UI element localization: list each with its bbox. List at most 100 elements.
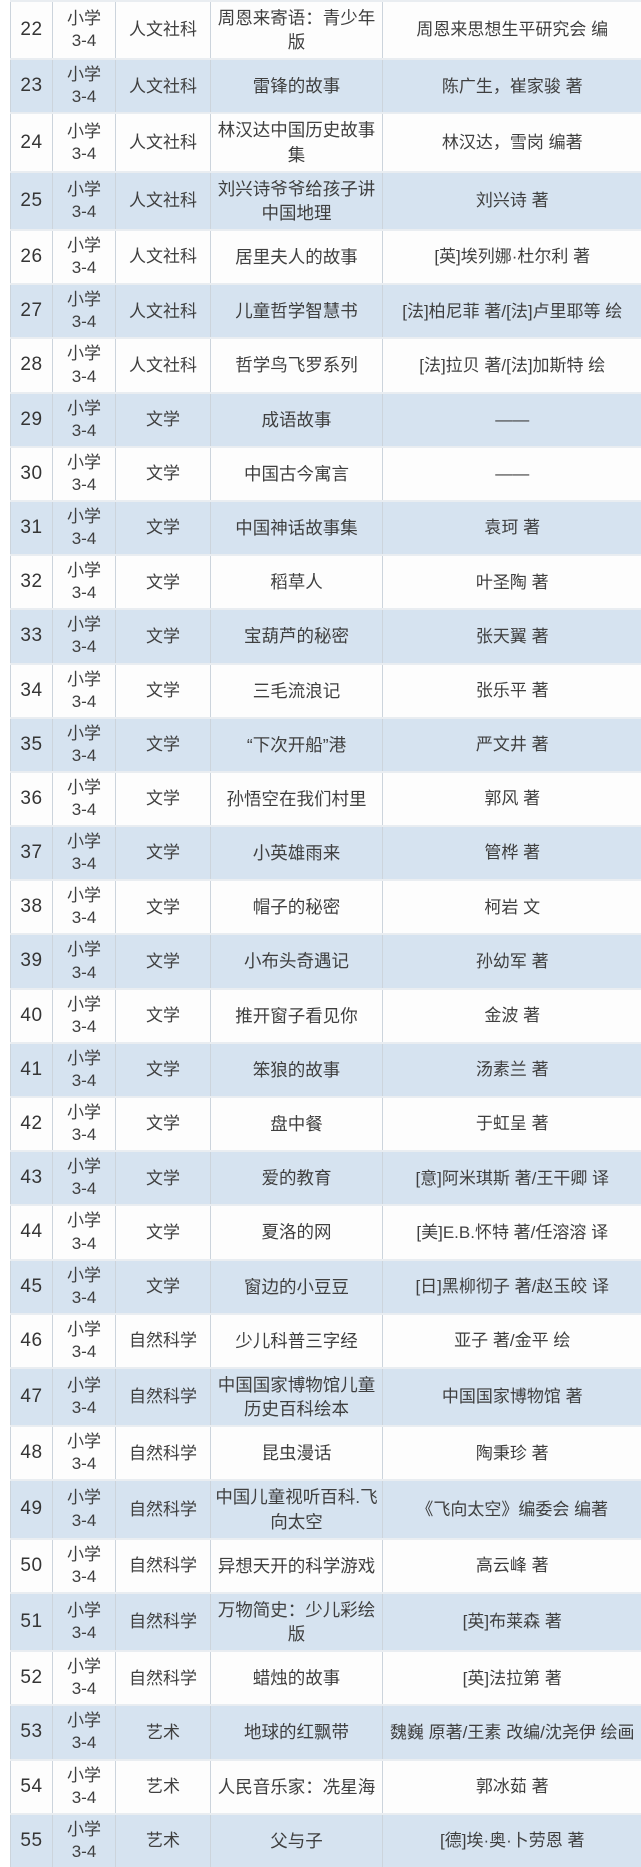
book-title-cell: 地球的红飘带 — [211, 1705, 383, 1759]
book-author-cell: [德]埃·奥·卜劳恩 著 — [383, 1814, 641, 1867]
book-author-cell: —— — [383, 393, 641, 447]
row-number-cell: 38 — [11, 880, 53, 934]
row-number-cell: 27 — [11, 284, 53, 338]
category-cell: 文学 — [116, 393, 211, 447]
book-title-cell: 帽子的秘密 — [211, 880, 383, 934]
row-number-cell: 39 — [11, 934, 53, 988]
grade-cell: 小学 3-4 — [53, 555, 116, 609]
category-cell: 人文社科 — [116, 284, 211, 338]
book-title-cell: 居里夫人的故事 — [211, 230, 383, 284]
table-row: 36 小学 3-4 文学 孙悟空在我们村里 郭风 著 — [11, 772, 641, 826]
book-author-cell: 周恩来思想生平研究会 编 — [383, 1, 641, 59]
book-author-cell: 《飞向太空》编委会 编著 — [383, 1480, 641, 1538]
book-author-cell: 陈广生，崔家骏 著 — [383, 59, 641, 113]
row-number-cell: 46 — [11, 1314, 53, 1368]
category-cell: 文学 — [116, 1260, 211, 1314]
book-author-cell: [日]黑柳彻子 著/赵玉皎 译 — [383, 1260, 641, 1314]
row-number-cell: 53 — [11, 1705, 53, 1759]
grade-cell: 小学 3-4 — [53, 447, 116, 501]
category-cell: 文学 — [116, 772, 211, 826]
book-title-cell: 昆虫漫话 — [211, 1426, 383, 1480]
category-cell: 自然科学 — [116, 1651, 211, 1705]
grade-cell: 小学 3-4 — [53, 1205, 116, 1259]
category-cell: 文学 — [116, 934, 211, 988]
book-author-cell: 严文井 著 — [383, 718, 641, 772]
row-number-cell: 37 — [11, 826, 53, 880]
book-author-cell: 叶圣陶 著 — [383, 555, 641, 609]
table-row: 25 小学 3-4 人文社科 刘兴诗爷爷给孩子讲中国地理 刘兴诗 著 — [11, 172, 641, 230]
grade-cell: 小学 3-4 — [53, 1151, 116, 1205]
table-row: 40 小学 3-4 文学 推开窗子看见你 金波 著 — [11, 989, 641, 1043]
category-cell: 文学 — [116, 609, 211, 663]
book-title-cell: 中国儿童视听百科.飞向太空 — [211, 1480, 383, 1538]
grade-cell: 小学 3-4 — [53, 934, 116, 988]
table-row: 24 小学 3-4 人文社科 林汉达中国历史故事集 林汉达，雪岗 编著 — [11, 113, 641, 171]
table-row: 54 小学 3-4 艺术 人民音乐家：冼星海 郭冰茹 著 — [11, 1760, 641, 1814]
grade-cell: 小学 3-4 — [53, 284, 116, 338]
book-title-cell: 爱的教育 — [211, 1151, 383, 1205]
row-number-cell: 44 — [11, 1205, 53, 1259]
grade-cell: 小学 3-4 — [53, 718, 116, 772]
category-cell: 文学 — [116, 1097, 211, 1151]
grade-cell: 小学 3-4 — [53, 113, 116, 171]
table-row: 43 小学 3-4 文学 爱的教育 [意]阿米琪斯 著/王干卿 译 — [11, 1151, 641, 1205]
row-number-cell: 51 — [11, 1593, 53, 1651]
row-number-cell: 28 — [11, 338, 53, 392]
category-cell: 自然科学 — [116, 1539, 211, 1593]
grade-cell: 小学 3-4 — [53, 1314, 116, 1368]
table-row: 45 小学 3-4 文学 窗边的小豆豆 [日]黑柳彻子 著/赵玉皎 译 — [11, 1260, 641, 1314]
book-author-cell: [法]拉贝 著/[法]加斯特 绘 — [383, 338, 641, 392]
row-number-cell: 52 — [11, 1651, 53, 1705]
book-author-cell: 魏巍 原著/王素 改编/沈尧伊 绘画 — [383, 1705, 641, 1759]
grade-cell: 小学 3-4 — [53, 1368, 116, 1426]
grade-cell: 小学 3-4 — [53, 338, 116, 392]
row-number-cell: 48 — [11, 1426, 53, 1480]
grade-cell: 小学 3-4 — [53, 1705, 116, 1759]
grade-cell: 小学 3-4 — [53, 1480, 116, 1538]
grade-cell: 小学 3-4 — [53, 230, 116, 284]
book-title-cell: 刘兴诗爷爷给孩子讲中国地理 — [211, 172, 383, 230]
row-number-cell: 36 — [11, 772, 53, 826]
book-title-cell: 推开窗子看见你 — [211, 989, 383, 1043]
book-author-cell: [英]布莱森 著 — [383, 1593, 641, 1651]
category-cell: 文学 — [116, 880, 211, 934]
book-title-cell: “下次开船”港 — [211, 718, 383, 772]
book-title-cell: 哲学鸟飞罗系列 — [211, 338, 383, 392]
row-number-cell: 30 — [11, 447, 53, 501]
grade-cell: 小学 3-4 — [53, 1651, 116, 1705]
row-number-cell: 45 — [11, 1260, 53, 1314]
category-cell: 文学 — [116, 501, 211, 555]
book-author-cell: 孙幼军 著 — [383, 934, 641, 988]
category-cell: 人文社科 — [116, 172, 211, 230]
category-cell: 文学 — [116, 1043, 211, 1097]
row-number-cell: 41 — [11, 1043, 53, 1097]
table-row: 42 小学 3-4 文学 盘中餐 于虹呈 著 — [11, 1097, 641, 1151]
table-row: 53 小学 3-4 艺术 地球的红飘带 魏巍 原著/王素 改编/沈尧伊 绘画 — [11, 1705, 641, 1759]
row-number-cell: 55 — [11, 1814, 53, 1867]
category-cell: 自然科学 — [116, 1593, 211, 1651]
grade-cell: 小学 3-4 — [53, 1593, 116, 1651]
grade-cell: 小学 3-4 — [53, 609, 116, 663]
booklist-table-wrap: 22 小学 3-4 人文社科 周恩来寄语：青少年版 周恩来思想生平研究会 编 2… — [10, 0, 641, 1867]
book-title-cell: 父与子 — [211, 1814, 383, 1867]
category-cell: 艺术 — [116, 1705, 211, 1759]
grade-cell: 小学 3-4 — [53, 1097, 116, 1151]
book-title-cell: 蜡烛的故事 — [211, 1651, 383, 1705]
table-row: 28 小学 3-4 人文社科 哲学鸟飞罗系列 [法]拉贝 著/[法]加斯特 绘 — [11, 338, 641, 392]
book-title-cell: 万物简史：少儿彩绘版 — [211, 1593, 383, 1651]
row-number-cell: 25 — [11, 172, 53, 230]
table-row: 51 小学 3-4 自然科学 万物简史：少儿彩绘版 [英]布莱森 著 — [11, 1593, 641, 1651]
table-row: 52 小学 3-4 自然科学 蜡烛的故事 [英]法拉第 著 — [11, 1651, 641, 1705]
table-row: 49 小学 3-4 自然科学 中国儿童视听百科.飞向太空 《飞向太空》编委会 编… — [11, 1480, 641, 1538]
grade-cell: 小学 3-4 — [53, 1760, 116, 1814]
row-number-cell: 34 — [11, 664, 53, 718]
book-title-cell: 雷锋的故事 — [211, 59, 383, 113]
table-row: 46 小学 3-4 自然科学 少儿科普三字经 亚子 著/金平 绘 — [11, 1314, 641, 1368]
row-number-cell: 32 — [11, 555, 53, 609]
book-author-cell: [法]柏尼菲 著/[法]卢里耶等 绘 — [383, 284, 641, 338]
category-cell: 人文社科 — [116, 113, 211, 171]
category-cell: 文学 — [116, 989, 211, 1043]
category-cell: 文学 — [116, 1151, 211, 1205]
category-cell: 文学 — [116, 555, 211, 609]
book-author-cell: 于虹呈 著 — [383, 1097, 641, 1151]
